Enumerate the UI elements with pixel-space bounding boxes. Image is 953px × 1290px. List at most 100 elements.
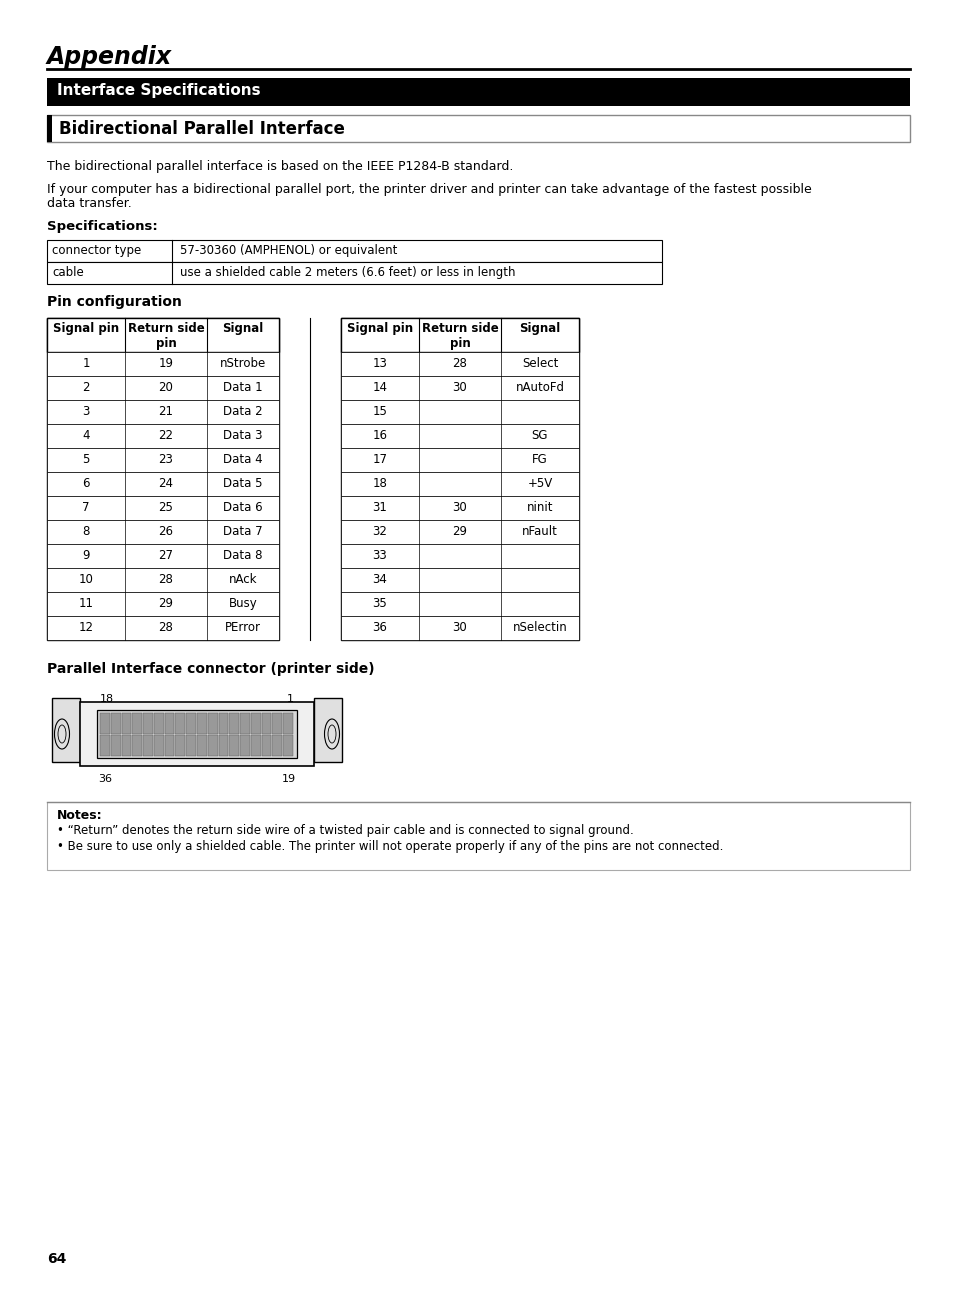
Bar [47, 240, 661, 262]
Bar [240, 735, 250, 756]
Polygon shape [314, 698, 341, 762]
Text: 21: 21 [158, 405, 173, 418]
Bar [47, 262, 661, 284]
Bar [47, 319, 278, 640]
Text: 15: 15 [373, 405, 387, 418]
Bar [47, 568, 278, 592]
Bar [100, 735, 110, 756]
Text: Data 8: Data 8 [223, 550, 262, 562]
Text: 32: 32 [373, 525, 387, 538]
Bar [47, 472, 278, 495]
Bar [229, 735, 239, 756]
Text: Signal pin: Signal pin [347, 322, 413, 335]
Text: 16: 16 [372, 430, 387, 442]
Text: 30: 30 [452, 381, 467, 393]
Bar [340, 375, 578, 400]
Bar [47, 77, 909, 106]
Bar [251, 735, 260, 756]
Text: Signal: Signal [222, 322, 263, 335]
Bar [208, 735, 217, 756]
Bar [340, 400, 578, 424]
Bar [340, 544, 578, 568]
Bar [218, 713, 228, 734]
Bar [47, 375, 278, 400]
Text: 30: 30 [452, 620, 467, 633]
Text: 27: 27 [158, 550, 173, 562]
Text: 64: 64 [47, 1253, 67, 1265]
Text: 23: 23 [158, 453, 173, 466]
Text: Data 1: Data 1 [223, 381, 262, 393]
Text: Data 5: Data 5 [223, 477, 262, 490]
Text: 19: 19 [158, 357, 173, 370]
Text: Data 3: Data 3 [223, 430, 262, 442]
Text: use a shielded cable 2 meters (6.6 feet) or less in length: use a shielded cable 2 meters (6.6 feet)… [180, 266, 515, 279]
Bar [47, 617, 278, 640]
Bar [132, 713, 142, 734]
Text: 20: 20 [158, 381, 173, 393]
Text: Signal: Signal [518, 322, 560, 335]
Bar [47, 400, 278, 424]
Text: Busy: Busy [229, 597, 257, 610]
Bar [47, 352, 278, 375]
Bar [47, 448, 278, 472]
Text: 18: 18 [373, 477, 387, 490]
Text: 1: 1 [82, 357, 90, 370]
Bar [186, 735, 195, 756]
Text: 28: 28 [452, 357, 467, 370]
Text: 29: 29 [158, 597, 173, 610]
Text: ninit: ninit [526, 501, 553, 513]
Bar [340, 520, 578, 544]
Bar [340, 319, 578, 640]
Text: nAck: nAck [229, 573, 257, 586]
Text: Data 4: Data 4 [223, 453, 262, 466]
Text: nFault: nFault [521, 525, 558, 538]
Text: Select: Select [521, 357, 558, 370]
Text: 11: 11 [78, 597, 93, 610]
Bar [153, 735, 164, 756]
Text: 33: 33 [373, 550, 387, 562]
Text: 18: 18 [100, 694, 114, 704]
Text: The bidirectional parallel interface is based on the IEEE P1284-B standard.: The bidirectional parallel interface is … [47, 160, 513, 173]
Text: 8: 8 [82, 525, 90, 538]
Text: 19: 19 [282, 774, 295, 784]
Bar [100, 713, 110, 734]
Bar [111, 735, 120, 756]
Text: Pin configuration: Pin configuration [47, 295, 182, 310]
Bar [340, 495, 578, 520]
Text: nStrobe: nStrobe [219, 357, 266, 370]
Bar [340, 319, 578, 352]
Bar [251, 713, 260, 734]
Bar [80, 702, 314, 766]
Text: 22: 22 [158, 430, 173, 442]
Text: 10: 10 [78, 573, 93, 586]
Bar [121, 713, 132, 734]
Text: 4: 4 [82, 430, 90, 442]
Bar [175, 713, 185, 734]
Bar [47, 592, 278, 617]
Text: If your computer has a bidirectional parallel port, the printer driver and print: If your computer has a bidirectional par… [47, 183, 811, 196]
Bar [165, 735, 174, 756]
Text: 35: 35 [373, 597, 387, 610]
Text: 30: 30 [452, 501, 467, 513]
Bar [165, 713, 174, 734]
Bar [340, 592, 578, 617]
Text: Interface Specifications: Interface Specifications [57, 83, 260, 98]
Bar [97, 710, 296, 759]
Bar [340, 352, 578, 375]
Bar [143, 713, 152, 734]
Text: 29: 29 [452, 525, 467, 538]
Text: FG: FG [532, 453, 547, 466]
Text: 25: 25 [158, 501, 173, 513]
Bar [340, 568, 578, 592]
Bar [132, 735, 142, 756]
Text: 28: 28 [158, 573, 173, 586]
Bar [186, 713, 195, 734]
Polygon shape [52, 698, 80, 762]
Text: 24: 24 [158, 477, 173, 490]
Text: +5V: +5V [527, 477, 552, 490]
Bar [47, 495, 278, 520]
Text: 17: 17 [372, 453, 387, 466]
Bar [196, 713, 207, 734]
Text: 1: 1 [287, 694, 294, 704]
Text: PError: PError [225, 620, 261, 633]
